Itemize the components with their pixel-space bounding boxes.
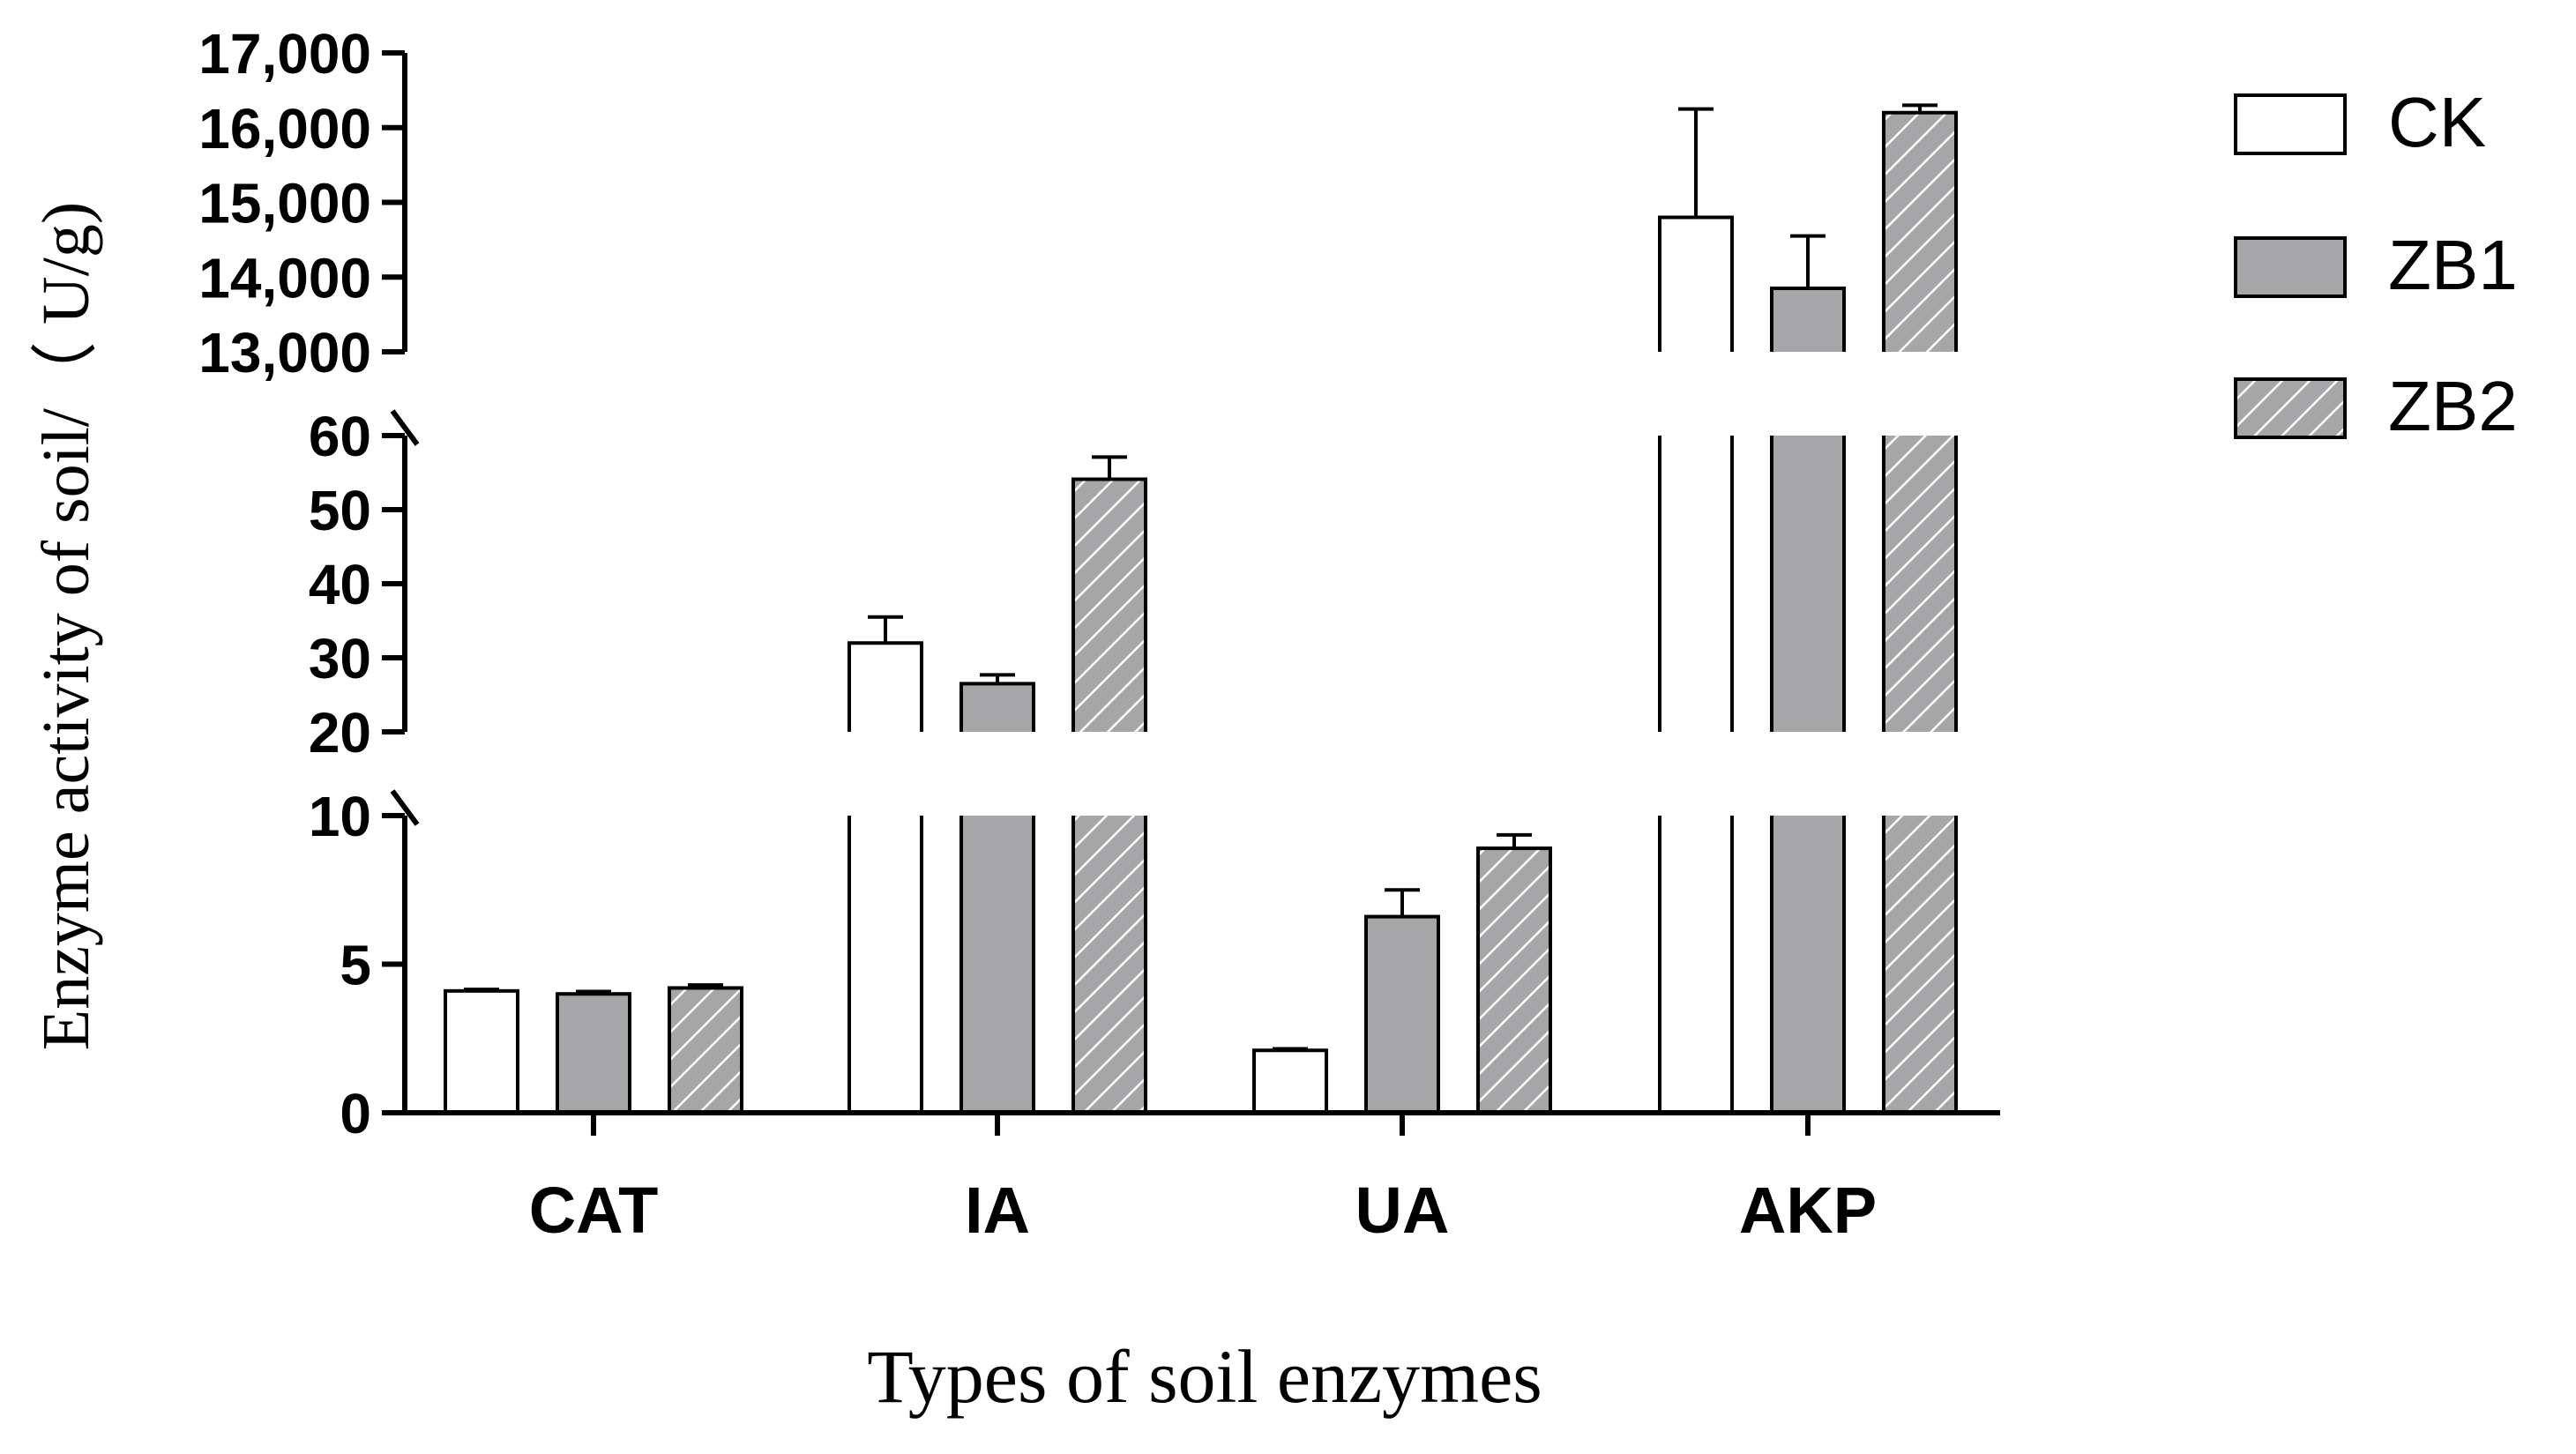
x-tick-label: IA bbox=[965, 1174, 1030, 1247]
bar-ZB2-CAT bbox=[668, 986, 743, 1115]
error-bar-ZB1-AKP bbox=[1790, 234, 1826, 288]
bar-CK-IA-middle bbox=[849, 643, 922, 732]
bar-ZB1-IA-middle bbox=[961, 683, 1034, 732]
bar-ZB1-UA bbox=[1364, 914, 1440, 1115]
y-tick-label: 10 bbox=[309, 785, 371, 848]
legend-label-ZB1: ZB1 bbox=[2388, 226, 2518, 304]
bar-CK-AKP-lower bbox=[1660, 816, 1732, 1113]
y-axis-title: Enzyme activity of soil/（ U/g) bbox=[29, 202, 103, 1050]
y-tick-label: 0 bbox=[340, 1082, 371, 1145]
y-tick-label: 60 bbox=[309, 405, 371, 468]
y-tick-label: 13,000 bbox=[198, 321, 371, 384]
error-bar-CK-IA bbox=[868, 615, 903, 644]
y-tick-label: 50 bbox=[309, 479, 371, 542]
y-tick-label: 5 bbox=[340, 934, 371, 997]
bar-ZB2-UA bbox=[1476, 846, 1552, 1115]
bar-ZB1-CAT bbox=[556, 992, 631, 1115]
y-tick-label: 14,000 bbox=[198, 246, 371, 309]
bar-ZB2-IA-lower bbox=[1073, 816, 1146, 1113]
bar-CK-AKP-middle-outline bbox=[1658, 436, 1734, 732]
error-bar-CK-AKP bbox=[1678, 107, 1714, 218]
bar-ZB1-AKP-middle bbox=[1772, 436, 1844, 732]
legend-swatch-ZB1 bbox=[2234, 236, 2347, 298]
bar-ZB2-IA-lower-outline bbox=[1071, 816, 1147, 1113]
y-tick-label: 15,000 bbox=[198, 172, 371, 235]
bar-ZB1-IA-lower bbox=[961, 816, 1034, 1113]
axis-break-mark bbox=[390, 789, 420, 826]
bar-CK-CAT bbox=[444, 988, 519, 1115]
y-tick-label: 20 bbox=[309, 701, 371, 764]
bar-CK-AKP-lower-outline bbox=[1658, 816, 1734, 1113]
bar-ZB2-AKP-middle bbox=[1884, 436, 1956, 732]
x-axis-title: Types of soil enzymes bbox=[867, 1334, 1542, 1419]
error-bar-ZB1-CAT bbox=[576, 989, 611, 995]
legend-swatch-CK bbox=[2234, 93, 2347, 155]
bar-CK-UA bbox=[1252, 1048, 1328, 1115]
axis-break-mark bbox=[390, 409, 420, 446]
y-tick-label: 17,000 bbox=[198, 22, 371, 86]
error-bar-CK-CAT bbox=[464, 988, 499, 992]
error-bar-ZB2-UA bbox=[1497, 832, 1532, 849]
bar-CK-AKP-middle bbox=[1660, 436, 1732, 732]
bar-ZB2-AKP-lower-outline bbox=[1882, 816, 1958, 1113]
legend-swatch-ZB2 bbox=[2234, 377, 2347, 439]
bar-ZB2-IA-middle bbox=[1073, 479, 1146, 732]
x-tick-label: UA bbox=[1355, 1174, 1450, 1247]
x-tick-label: AKP bbox=[1739, 1174, 1877, 1247]
error-bar-ZB2-IA bbox=[1092, 455, 1127, 480]
error-bar-ZB2-CAT bbox=[688, 983, 723, 988]
error-bar-CK-UA bbox=[1273, 1047, 1308, 1051]
bar-ZB2-AKP-lower bbox=[1884, 816, 1956, 1113]
bar-ZB1-IA-lower-outline bbox=[959, 816, 1035, 1113]
legend-label-CK: CK bbox=[2388, 83, 2486, 161]
bar-ZB1-AKP-upper bbox=[1772, 287, 1844, 352]
bar-CK-IA-lower bbox=[849, 816, 922, 1113]
bar-ZB2-AKP-upper bbox=[1884, 112, 1956, 353]
x-tick-label: CAT bbox=[529, 1174, 659, 1247]
bar-CK-IA-lower-outline bbox=[847, 816, 923, 1113]
bar-CK-AKP-upper bbox=[1660, 217, 1732, 352]
legend-label-ZB2: ZB2 bbox=[2388, 367, 2518, 445]
error-bar-ZB2-AKP bbox=[1902, 103, 1938, 113]
error-bar-ZB1-UA bbox=[1385, 888, 1420, 917]
y-tick-label: 16,000 bbox=[198, 97, 371, 160]
bar-ZB1-AKP-lower-outline bbox=[1770, 816, 1846, 1113]
bar-ZB1-AKP-lower bbox=[1772, 816, 1844, 1113]
y-tick-label: 40 bbox=[309, 553, 371, 616]
bar-ZB1-AKP-middle-outline bbox=[1770, 436, 1846, 732]
error-bar-ZB1-IA bbox=[980, 673, 1015, 684]
bar-ZB2-AKP-middle-outline bbox=[1882, 436, 1958, 732]
y-tick-label: 30 bbox=[309, 627, 371, 690]
